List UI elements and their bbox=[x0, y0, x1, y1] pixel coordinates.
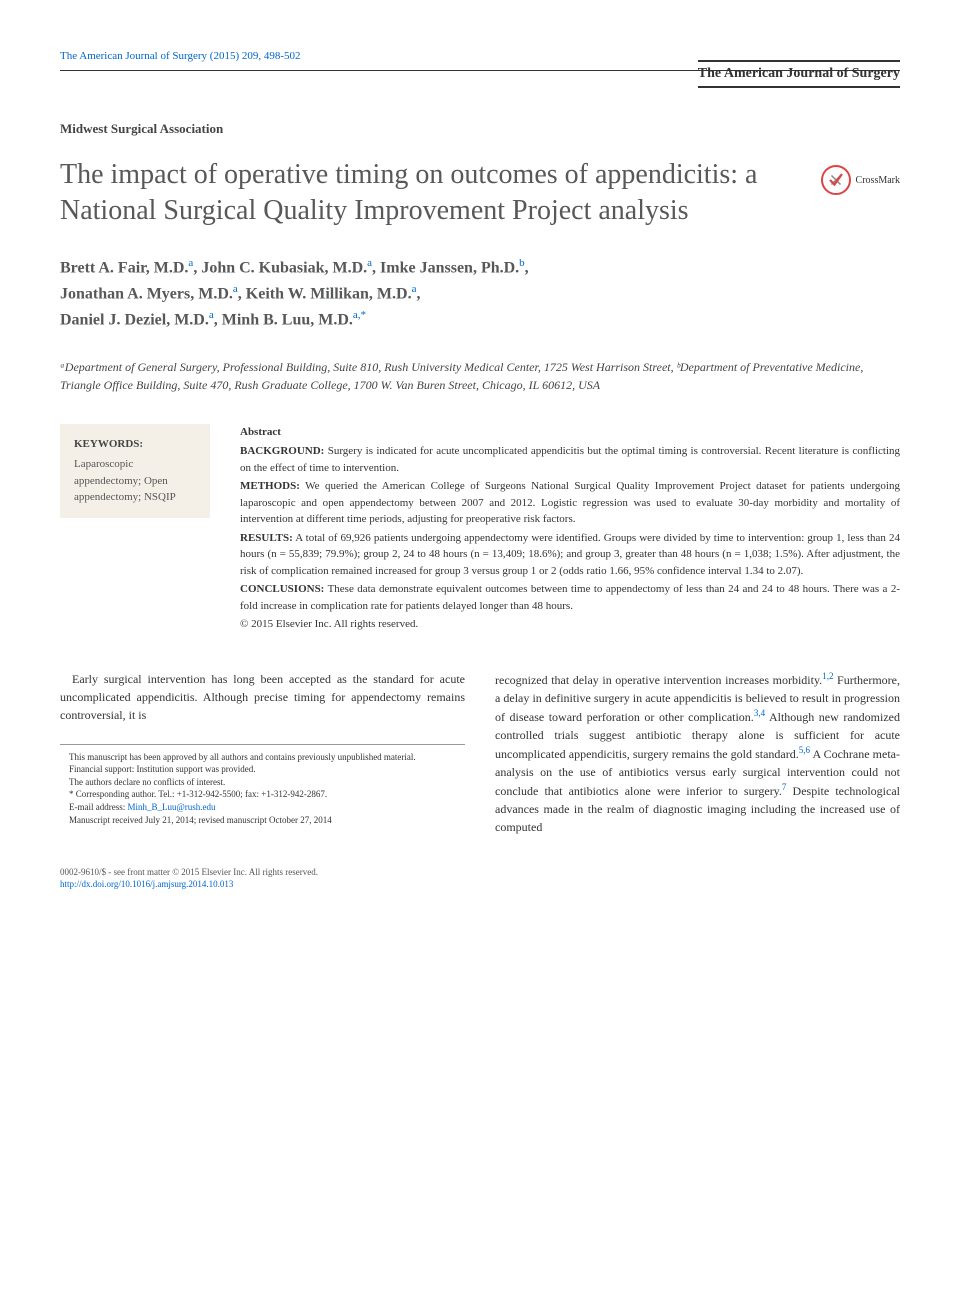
keywords-box: KEYWORDS: Laparoscopic appendectomy; Ope… bbox=[60, 424, 210, 518]
body-para: Early surgical intervention has long bee… bbox=[60, 670, 465, 724]
citation-ref[interactable]: 1,2 bbox=[822, 671, 833, 681]
doi-link[interactable]: http://dx.doi.org/10.1016/j.amjsurg.2014… bbox=[60, 879, 233, 889]
email-link[interactable]: Minh_B_Luu@rush.edu bbox=[127, 802, 215, 812]
article-title: The impact of operative timing on outcom… bbox=[60, 157, 801, 230]
author: Daniel J. Deziel, M.D. bbox=[60, 311, 209, 328]
section-label: Midwest Surgical Association bbox=[60, 121, 900, 137]
author: John C. Kubasiak, M.D. bbox=[201, 259, 367, 276]
column-right: recognized that delay in operative inter… bbox=[495, 670, 900, 836]
column-left: Early surgical intervention has long bee… bbox=[60, 670, 465, 836]
abstract-copyright: © 2015 Elsevier Inc. All rights reserved… bbox=[240, 616, 900, 633]
author: Imke Janssen, Ph.D. bbox=[380, 259, 519, 276]
author: Brett A. Fair, M.D. bbox=[60, 259, 188, 276]
author: Minh B. Luu, M.D. bbox=[222, 311, 353, 328]
crossmark-badge[interactable]: CrossMark bbox=[821, 165, 900, 195]
body-text: Early surgical intervention has long bee… bbox=[60, 670, 900, 836]
author: Keith W. Millikan, M.D. bbox=[246, 285, 412, 302]
keywords-text: Laparoscopic appendectomy; Open appendec… bbox=[74, 456, 196, 506]
author: Jonathan A. Myers, M.D. bbox=[60, 285, 233, 302]
author-list: Brett A. Fair, M.D.a, John C. Kubasiak, … bbox=[60, 255, 900, 333]
footer-copyright: 0002-9610/$ - see front matter © 2015 El… bbox=[60, 866, 900, 879]
affiliations: ᵃDepartment of General Surgery, Professi… bbox=[60, 358, 900, 394]
abstract: Abstract BACKGROUND: Surgery is indicate… bbox=[240, 424, 900, 635]
page-footer: 0002-9610/$ - see front matter © 2015 El… bbox=[60, 866, 900, 891]
journal-logo: The American Journal of Surgery bbox=[698, 60, 900, 88]
citation-ref[interactable]: 3,4 bbox=[754, 708, 765, 718]
footnotes: This manuscript has been approved by all… bbox=[60, 744, 465, 827]
crossmark-icon bbox=[821, 165, 851, 195]
keywords-label: KEYWORDS: bbox=[74, 436, 196, 453]
crossmark-label: CrossMark bbox=[856, 175, 900, 186]
body-para: recognized that delay in operative inter… bbox=[495, 670, 900, 836]
citation-ref[interactable]: 5,6 bbox=[799, 745, 810, 755]
abstract-heading: Abstract bbox=[240, 424, 900, 441]
